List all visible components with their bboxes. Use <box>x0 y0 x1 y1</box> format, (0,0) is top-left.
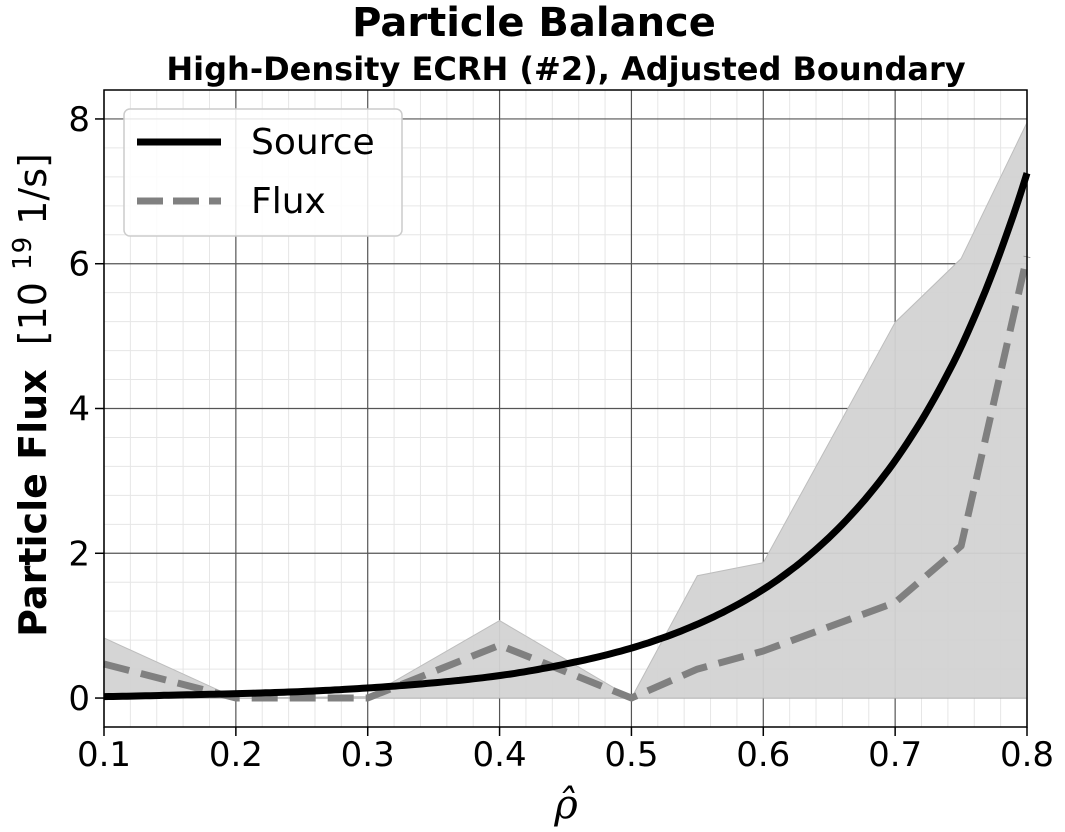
y-tick-label: 0 <box>68 679 90 719</box>
tick-layer: 0.1 0.2 0.3 0.4 0.5 0.6 0.7 0.8 0 2 4 6 8 <box>68 100 1054 775</box>
y-tick-label: 4 <box>68 390 90 430</box>
series-line-source <box>103 172 1031 701</box>
y-tick-label: 6 <box>68 245 90 285</box>
x-tick-label: 0.2 <box>209 735 263 775</box>
x-tick-label: 0.1 <box>77 735 131 775</box>
x-tick-label: 0.4 <box>473 735 527 775</box>
legend-label-source: Source <box>251 122 375 163</box>
chart-title: Particle Balance <box>352 0 716 46</box>
y-tick-label: 2 <box>68 534 90 574</box>
y-axis-label-main: Particle Flux <box>11 369 55 637</box>
y-axis-label-unit-pre: [10 <box>11 282 55 345</box>
x-tick-label: 0.7 <box>868 735 922 775</box>
y-axis-label-unit-exp: 19 <box>8 237 38 270</box>
legend: Source Flux <box>123 108 403 237</box>
x-tick-label: 0.8 <box>1000 735 1054 775</box>
x-tick-label: 0.3 <box>341 735 395 775</box>
series-layer <box>103 172 1031 702</box>
x-tick-label: 0.6 <box>736 735 790 775</box>
series-line-flux <box>103 255 1031 702</box>
y-axis-label: Particle Flux [10 19 1/s] <box>0 153 55 637</box>
x-axis-label: ρ̂ <box>553 782 578 828</box>
legend-label-flux: Flux <box>251 181 326 222</box>
chart-subtitle: High-Density ECRH (#2), Adjusted Boundar… <box>166 50 965 88</box>
x-tick-label: 0.5 <box>604 735 658 775</box>
y-axis-label-unit-post: 1/s] <box>11 153 55 225</box>
y-tick-label: 8 <box>68 100 90 140</box>
